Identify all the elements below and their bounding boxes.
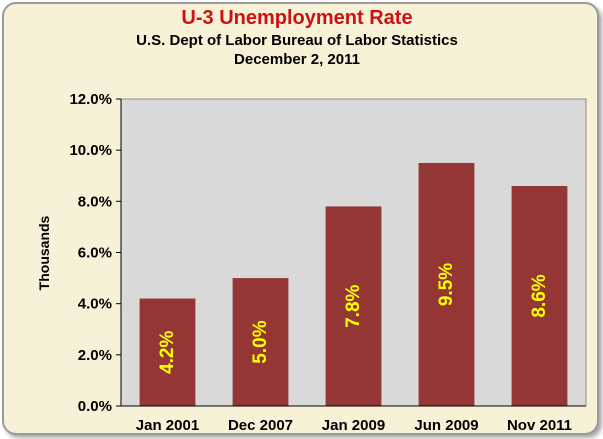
bar bbox=[139, 298, 196, 406]
bars: 4.2% 5.0% 7.8% 9.5% 8.6% bbox=[139, 162, 568, 406]
x-tick-label: Jan 2009 bbox=[322, 417, 385, 434]
bar-data-label: 4.2% bbox=[157, 331, 178, 374]
bar-data-label: 9.5% bbox=[436, 263, 457, 306]
bar bbox=[325, 206, 382, 406]
bar bbox=[511, 185, 568, 406]
x-tick-label: Jun 2009 bbox=[414, 417, 478, 434]
chart-title: U-3 Unemployment Rate bbox=[181, 7, 412, 29]
chart-subtitle-line-1: U.S. Dept of Labor Bureau of Labor Stati… bbox=[136, 32, 458, 49]
chart-subtitle-line-2: December 2, 2011 bbox=[234, 51, 360, 68]
y-tick-label: 2.0% bbox=[78, 347, 112, 364]
y-axis: 0.0% 2.0% 4.0% 6.0% 8.0% 10.0% 12.0% bbox=[69, 91, 122, 415]
x-tick-label: Dec 2007 bbox=[228, 417, 293, 434]
x-tick-label: Nov 2011 bbox=[507, 417, 572, 434]
x-tick-label: Jan 2001 bbox=[136, 417, 199, 434]
bar-data-label: 8.6% bbox=[529, 274, 550, 317]
bar bbox=[232, 278, 289, 406]
y-tick-label: 0.0% bbox=[78, 398, 112, 415]
y-tick-label: 10.0% bbox=[69, 142, 112, 159]
bar-data-label: 7.8% bbox=[343, 284, 364, 327]
bar-data-label: 5.0% bbox=[250, 320, 271, 363]
y-tick-label: 12.0% bbox=[69, 91, 112, 108]
y-axis-label: Thousands bbox=[36, 215, 52, 290]
x-axis: Jan 2001 Dec 2007 Jan 2009 Jun 2009 Nov 2011 bbox=[121, 405, 586, 434]
y-tick-label: 4.0% bbox=[78, 296, 112, 313]
bar bbox=[418, 162, 475, 406]
y-tick-label: 6.0% bbox=[78, 245, 112, 262]
y-tick-label: 8.0% bbox=[78, 193, 112, 210]
